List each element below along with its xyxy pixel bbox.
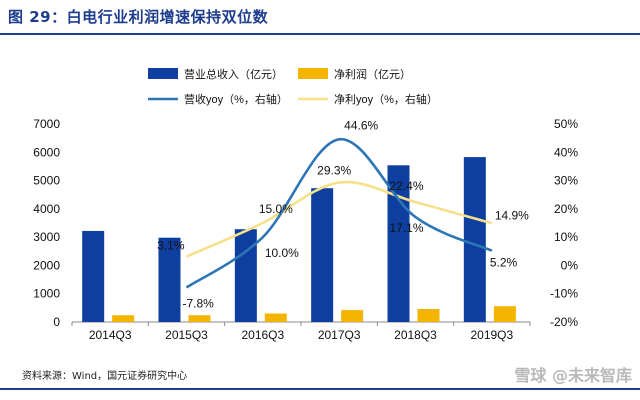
legend-profit-label: 净利润（亿元） xyxy=(334,67,411,81)
data-labels: -7.8% 10.0% 44.6% 17.1% 5.2% 3.1% 15.0% 29.3% 22… xyxy=(157,118,529,310)
bars xyxy=(82,157,516,322)
profit-bar xyxy=(264,313,287,322)
x-tick-label: 2015Q3 xyxy=(165,328,208,342)
lines xyxy=(185,137,493,289)
profit-bar xyxy=(188,315,211,322)
x-tick-label: 2014Q3 xyxy=(89,328,132,342)
profit-bar xyxy=(417,308,440,322)
y-right-tick-label: 50% xyxy=(554,117,578,131)
revenue-yoy-line xyxy=(185,137,493,289)
y-left-tick-label: 2000 xyxy=(33,258,60,272)
revenue-yoy-label: -7.8% xyxy=(183,296,215,310)
y-left-tick-label: 1000 xyxy=(33,287,60,301)
combo-chart: 营业总收入（亿元） 净利润（亿元） 营收yoy（%，右轴） 净利yoy（%，右轴） 2… xyxy=(33,67,578,342)
legend-profit-swatch xyxy=(298,68,328,79)
revenue-yoy-label: 44.6% xyxy=(344,118,378,132)
x-tick-label: 2016Q3 xyxy=(241,328,284,342)
figure-title: 图 29：白电行业利润增速保持双位数 xyxy=(8,8,269,26)
profit-yoy-label: 14.9% xyxy=(495,208,529,222)
y-left-tick-label: 5000 xyxy=(33,174,60,188)
y-left-tick-label: 0 xyxy=(53,315,60,329)
profit-bar xyxy=(341,310,364,322)
revenue-yoy-label: 17.1% xyxy=(390,221,424,235)
legend-profit-yoy-label: 净利yoy（%，右轴） xyxy=(334,92,438,106)
legend: 营业总收入（亿元） 净利润（亿元） 营收yoy（%，右轴） 净利yoy（%，右轴） xyxy=(148,67,438,106)
y-right-tick-label: 30% xyxy=(554,174,578,188)
axes: 2014Q3 2015Q3 2016Q3 2017Q3 2018Q3 2019Q3 0 100… xyxy=(33,117,578,342)
profit-yoy-label: 29.3% xyxy=(317,164,351,178)
y-right-tick-label: 20% xyxy=(554,202,578,216)
legend-revenue-label: 营业总收入（亿元） xyxy=(184,67,283,81)
y-right-tick-label: -20% xyxy=(550,315,578,329)
x-tick-label: 2017Q3 xyxy=(318,328,361,342)
x-tick-label: 2019Q3 xyxy=(470,328,513,342)
x-tick-label: 2018Q3 xyxy=(394,328,437,342)
profit-yoy-label: 3.1% xyxy=(157,239,185,253)
revenue-bar xyxy=(234,229,257,322)
title-divider xyxy=(0,33,640,35)
profit-yoy-label: 22.4% xyxy=(390,179,424,193)
profit-yoy-label: 15.0% xyxy=(259,202,293,216)
y-right-tick-label: 10% xyxy=(554,230,578,244)
y-left-tick-label: 7000 xyxy=(33,117,60,131)
watermark: 雪球 @未来智库 xyxy=(514,366,632,385)
legend-revenue-swatch xyxy=(148,68,178,79)
profit-bar xyxy=(493,306,516,322)
bottom-divider xyxy=(0,388,640,390)
y-left-tick-label: 4000 xyxy=(33,202,60,216)
profit-bar xyxy=(112,315,135,322)
y-right-tick-label: 40% xyxy=(554,145,578,159)
y-left-tick-label: 6000 xyxy=(33,145,60,159)
revenue-bar xyxy=(158,237,181,322)
profit-yoy-line xyxy=(185,180,493,258)
revenue-yoy-label: 5.2% xyxy=(490,256,518,270)
revenue-bar xyxy=(311,188,334,322)
revenue-bar xyxy=(82,230,105,322)
revenue-bar xyxy=(463,157,486,322)
y-right-tick-label: 0% xyxy=(561,258,579,272)
legend-revenue-yoy-label: 营收yoy（%，右轴） xyxy=(184,92,288,106)
source-note: 资料来源：Wind，国元证券研究中心 xyxy=(22,371,188,382)
y-right-tick-label: -10% xyxy=(550,287,578,301)
y-left-tick-label: 3000 xyxy=(33,230,60,244)
revenue-yoy-label: 10.0% xyxy=(265,246,299,260)
